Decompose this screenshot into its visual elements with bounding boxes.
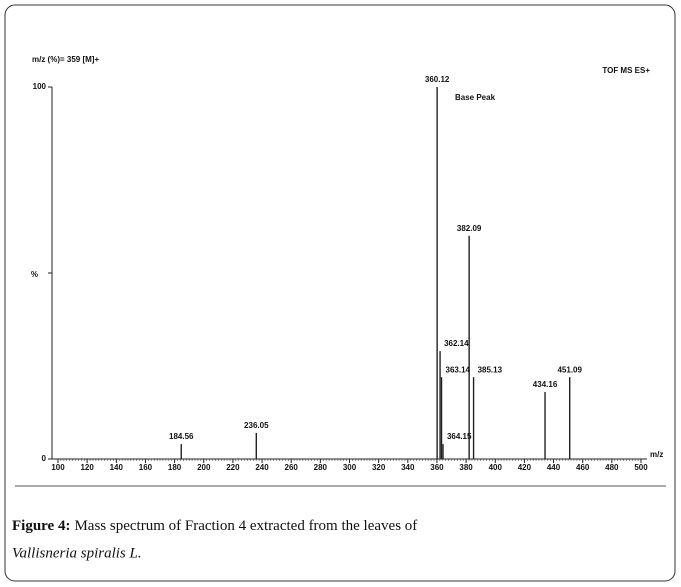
caption-species: Vallisneria spiralis L.: [12, 545, 142, 561]
annotation: Base Peak: [455, 93, 496, 102]
peak-label: 364.15: [447, 432, 472, 441]
peak-label: 363.14: [446, 365, 471, 374]
x-tick-label: 360: [430, 463, 444, 472]
x-axis-label: m/z: [650, 450, 663, 459]
caption-line: Figure 4: Mass spectrum of Fraction 4 ext…: [12, 518, 417, 534]
x-tick-label: 480: [605, 463, 619, 472]
x-tick-label: 440: [547, 463, 561, 472]
x-tick-label: 100: [51, 463, 65, 472]
x-tick-label: 340: [401, 463, 415, 472]
peak-label: 385.13: [478, 365, 503, 374]
x-tick-label: 500: [634, 463, 648, 472]
x-tick-label: 400: [489, 463, 503, 472]
chart-title: m/z (%)= 359 [M]+: [32, 55, 99, 64]
y-tick-label: 0: [42, 454, 47, 463]
peak-label: 184.56: [169, 432, 194, 441]
y-tick-label: 100: [33, 82, 47, 91]
x-tick-label: 220: [226, 463, 240, 472]
x-tick-label: 120: [80, 463, 94, 472]
x-tick-label: 140: [110, 463, 124, 472]
caption-text: Mass spectrum of Fraction 4 extracted fr…: [74, 518, 417, 534]
x-tick-label: 260: [285, 463, 299, 472]
caption-label: Figure 4:: [12, 518, 70, 534]
x-tick-label: 160: [139, 463, 153, 472]
peak-label: 451.09: [557, 365, 582, 374]
figure-border: [4, 4, 676, 582]
peak-label: 236.05: [244, 421, 269, 430]
x-tick-label: 180: [168, 463, 182, 472]
x-tick-label: 300: [343, 463, 357, 472]
x-tick-label: 320: [372, 463, 386, 472]
x-tick-label: 280: [314, 463, 328, 472]
x-tick-label: 200: [197, 463, 211, 472]
x-tick-label: 460: [576, 463, 590, 472]
peak-label: 362.14: [444, 339, 469, 348]
peak-label: 360.12: [425, 75, 450, 84]
x-tick-label: 380: [459, 463, 473, 472]
peak-label: 382.09: [457, 224, 482, 233]
peak-label: 434.16: [533, 380, 558, 389]
y-axis-label: %: [31, 270, 38, 279]
x-tick-label: 240: [255, 463, 269, 472]
x-tick-label: 420: [518, 463, 532, 472]
chart-subtitle: TOF MS ES+: [602, 66, 650, 75]
